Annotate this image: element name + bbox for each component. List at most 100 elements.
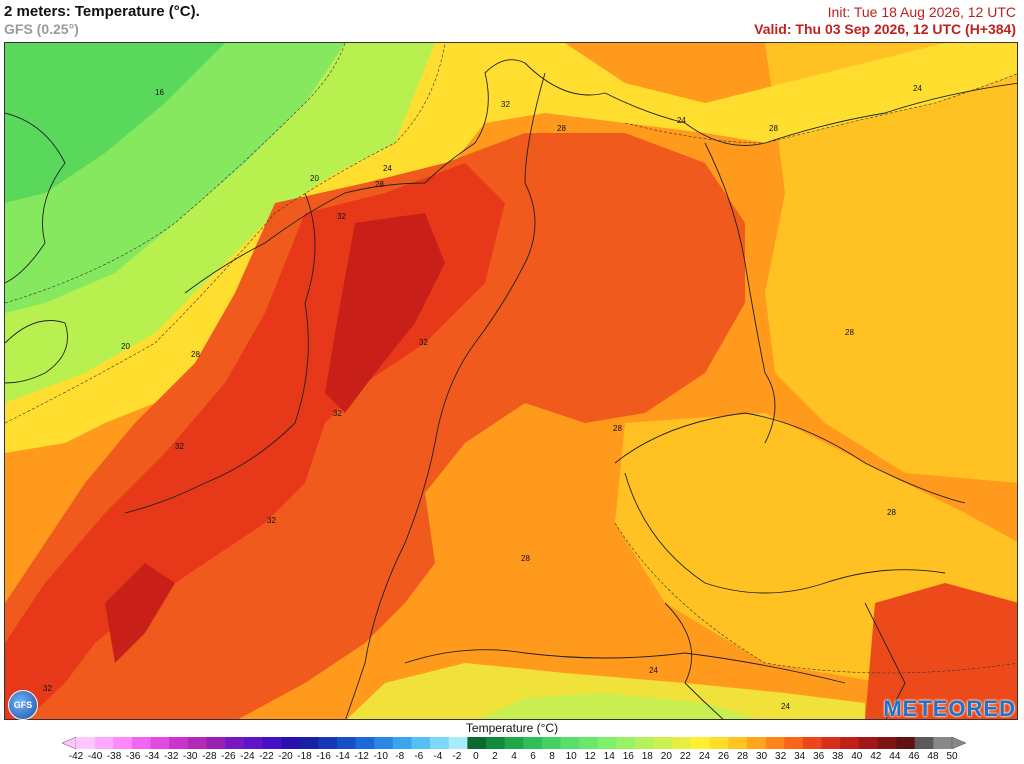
contour-label: 24 (781, 702, 790, 711)
legend-swatch (262, 737, 282, 749)
legend-swatch (355, 737, 375, 749)
init-time: Init: Tue 18 Aug 2026, 12 UTC (827, 4, 1016, 20)
legend-swatch (765, 737, 785, 749)
legend-swatch (94, 737, 114, 749)
legend-swatch (523, 737, 543, 749)
legend-swatch (821, 737, 841, 749)
legend-swatch (187, 737, 207, 749)
legend-swatch (169, 737, 189, 749)
legend-swatch (672, 737, 692, 749)
meteored-logo: METEORED (883, 696, 1016, 721)
legend-swatch (691, 737, 711, 749)
legend-swatch (113, 737, 133, 749)
contour-label: 28 (887, 508, 896, 517)
contour-label: 24 (383, 164, 392, 173)
legend-tick-label: -38 (106, 751, 122, 762)
map-zone-coast (5, 43, 1017, 453)
color-legend (62, 737, 966, 749)
legend-tick-label: 16 (622, 751, 634, 762)
legend-tick-label: -34 (144, 751, 160, 762)
contour-label-group: 16 20 20 24 24 24 24 28 28 28 28 28 28 2… (43, 84, 922, 711)
legend-tick-label: 18 (641, 751, 653, 762)
legend-tick-labels: -42 -40 -38 -36 -34 -32 -30 -28 -26 -24 -22 -20 -18-… (62, 751, 966, 763)
contour-label: 24 (649, 666, 658, 675)
contour-label: 32 (43, 684, 52, 693)
legend-swatch (802, 737, 822, 749)
legend-swatch (709, 737, 729, 749)
legend-swatch (560, 737, 580, 749)
contour-label: 28 (613, 424, 622, 433)
contour-label: 28 (845, 328, 854, 337)
legend-swatch (541, 737, 561, 749)
map-zone-alps (347, 663, 865, 719)
valid-time: Valid: Thu 03 Sep 2026, 12 UTC (H+384) (754, 21, 1016, 37)
legend-arrow-low (62, 737, 77, 749)
legend-tick-label: -30 (183, 751, 198, 762)
legend-tick-label: -28 (202, 751, 217, 762)
contour-label: 28 (521, 554, 530, 563)
legend-swatch (858, 737, 878, 749)
legend-title: Temperature (°C) (465, 721, 559, 735)
legend-tick-label: 6 (530, 751, 536, 762)
legend-tick-label: 32 (775, 751, 787, 762)
legend-swatch (597, 737, 617, 749)
map-canvas: 16 20 20 24 24 24 24 28 28 28 28 28 28 2… (5, 43, 1017, 719)
legend-swatch (430, 737, 450, 749)
map-zone-north-sea (5, 43, 225, 203)
legend-tick-label: -12 (354, 751, 369, 762)
contour-label: 24 (677, 116, 686, 125)
map-zone-alps-high (479, 693, 759, 719)
legend-swatch (467, 737, 487, 749)
legend-tick-label: 36 (813, 751, 825, 762)
legend-tick-label: 22 (679, 751, 691, 762)
legend-swatch (448, 737, 468, 749)
legend-tick-label: 14 (603, 751, 615, 762)
contour-label: 28 (375, 180, 384, 189)
legend-tick-label: 48 (927, 751, 939, 762)
legend-tick-label: -26 (221, 751, 236, 762)
legend-swatch (635, 737, 655, 749)
map-zone-east (765, 43, 1017, 483)
contour-label: 20 (121, 342, 130, 351)
legend-tick-label: 42 (870, 751, 882, 762)
legend-tick-label: -18 (297, 751, 312, 762)
legend-swatch (374, 737, 394, 749)
legend-swatch (486, 737, 505, 749)
contour-label: 32 (333, 409, 342, 418)
contour-label: 16 (155, 88, 164, 97)
legend-tick-label: -16 (316, 751, 331, 762)
legend-tick-label: 10 (565, 751, 577, 762)
contour-label: 24 (913, 84, 922, 93)
legend-swatch (579, 737, 599, 749)
legend-swatch (411, 737, 431, 749)
legend-tick-label: 30 (756, 751, 768, 762)
legend-tick-label: 2 (492, 751, 498, 762)
legend-swatch (784, 737, 804, 749)
contour-label: 32 (175, 442, 184, 451)
legend-swatch (840, 737, 860, 749)
legend-swatch (914, 737, 934, 749)
legend-tick-label: 26 (717, 751, 730, 762)
legend-tick-label: 40 (851, 751, 863, 762)
legend-swatch (728, 737, 748, 749)
legend-swatch (76, 737, 95, 749)
legend-tick-label: 28 (736, 751, 749, 762)
contour-lines (5, 43, 1017, 674)
legend-tick-label: -20 (278, 751, 293, 762)
legend-swatch (653, 737, 673, 749)
legend-swatch (243, 737, 263, 749)
legend-tick-label: -14 (335, 751, 350, 762)
contour-label: 20 (310, 174, 319, 183)
legend-arrow-high (951, 737, 966, 749)
legend-swatch (150, 737, 170, 749)
legend-swatch (746, 737, 766, 749)
chart-title: 2 meters: Temperature (°C). (4, 3, 200, 20)
legend-tick-label: 38 (832, 751, 844, 762)
legend-swatch (616, 737, 636, 749)
legend-tick-label: -4 (433, 751, 443, 762)
legend-swatch (318, 737, 338, 749)
contour-label: 28 (557, 124, 566, 133)
legend-tick-label: -6 (414, 751, 424, 762)
temperature-map[interactable]: 16 20 20 24 24 24 24 28 28 28 28 28 28 2… (4, 42, 1018, 720)
legend-tick-label: -36 (125, 751, 141, 762)
